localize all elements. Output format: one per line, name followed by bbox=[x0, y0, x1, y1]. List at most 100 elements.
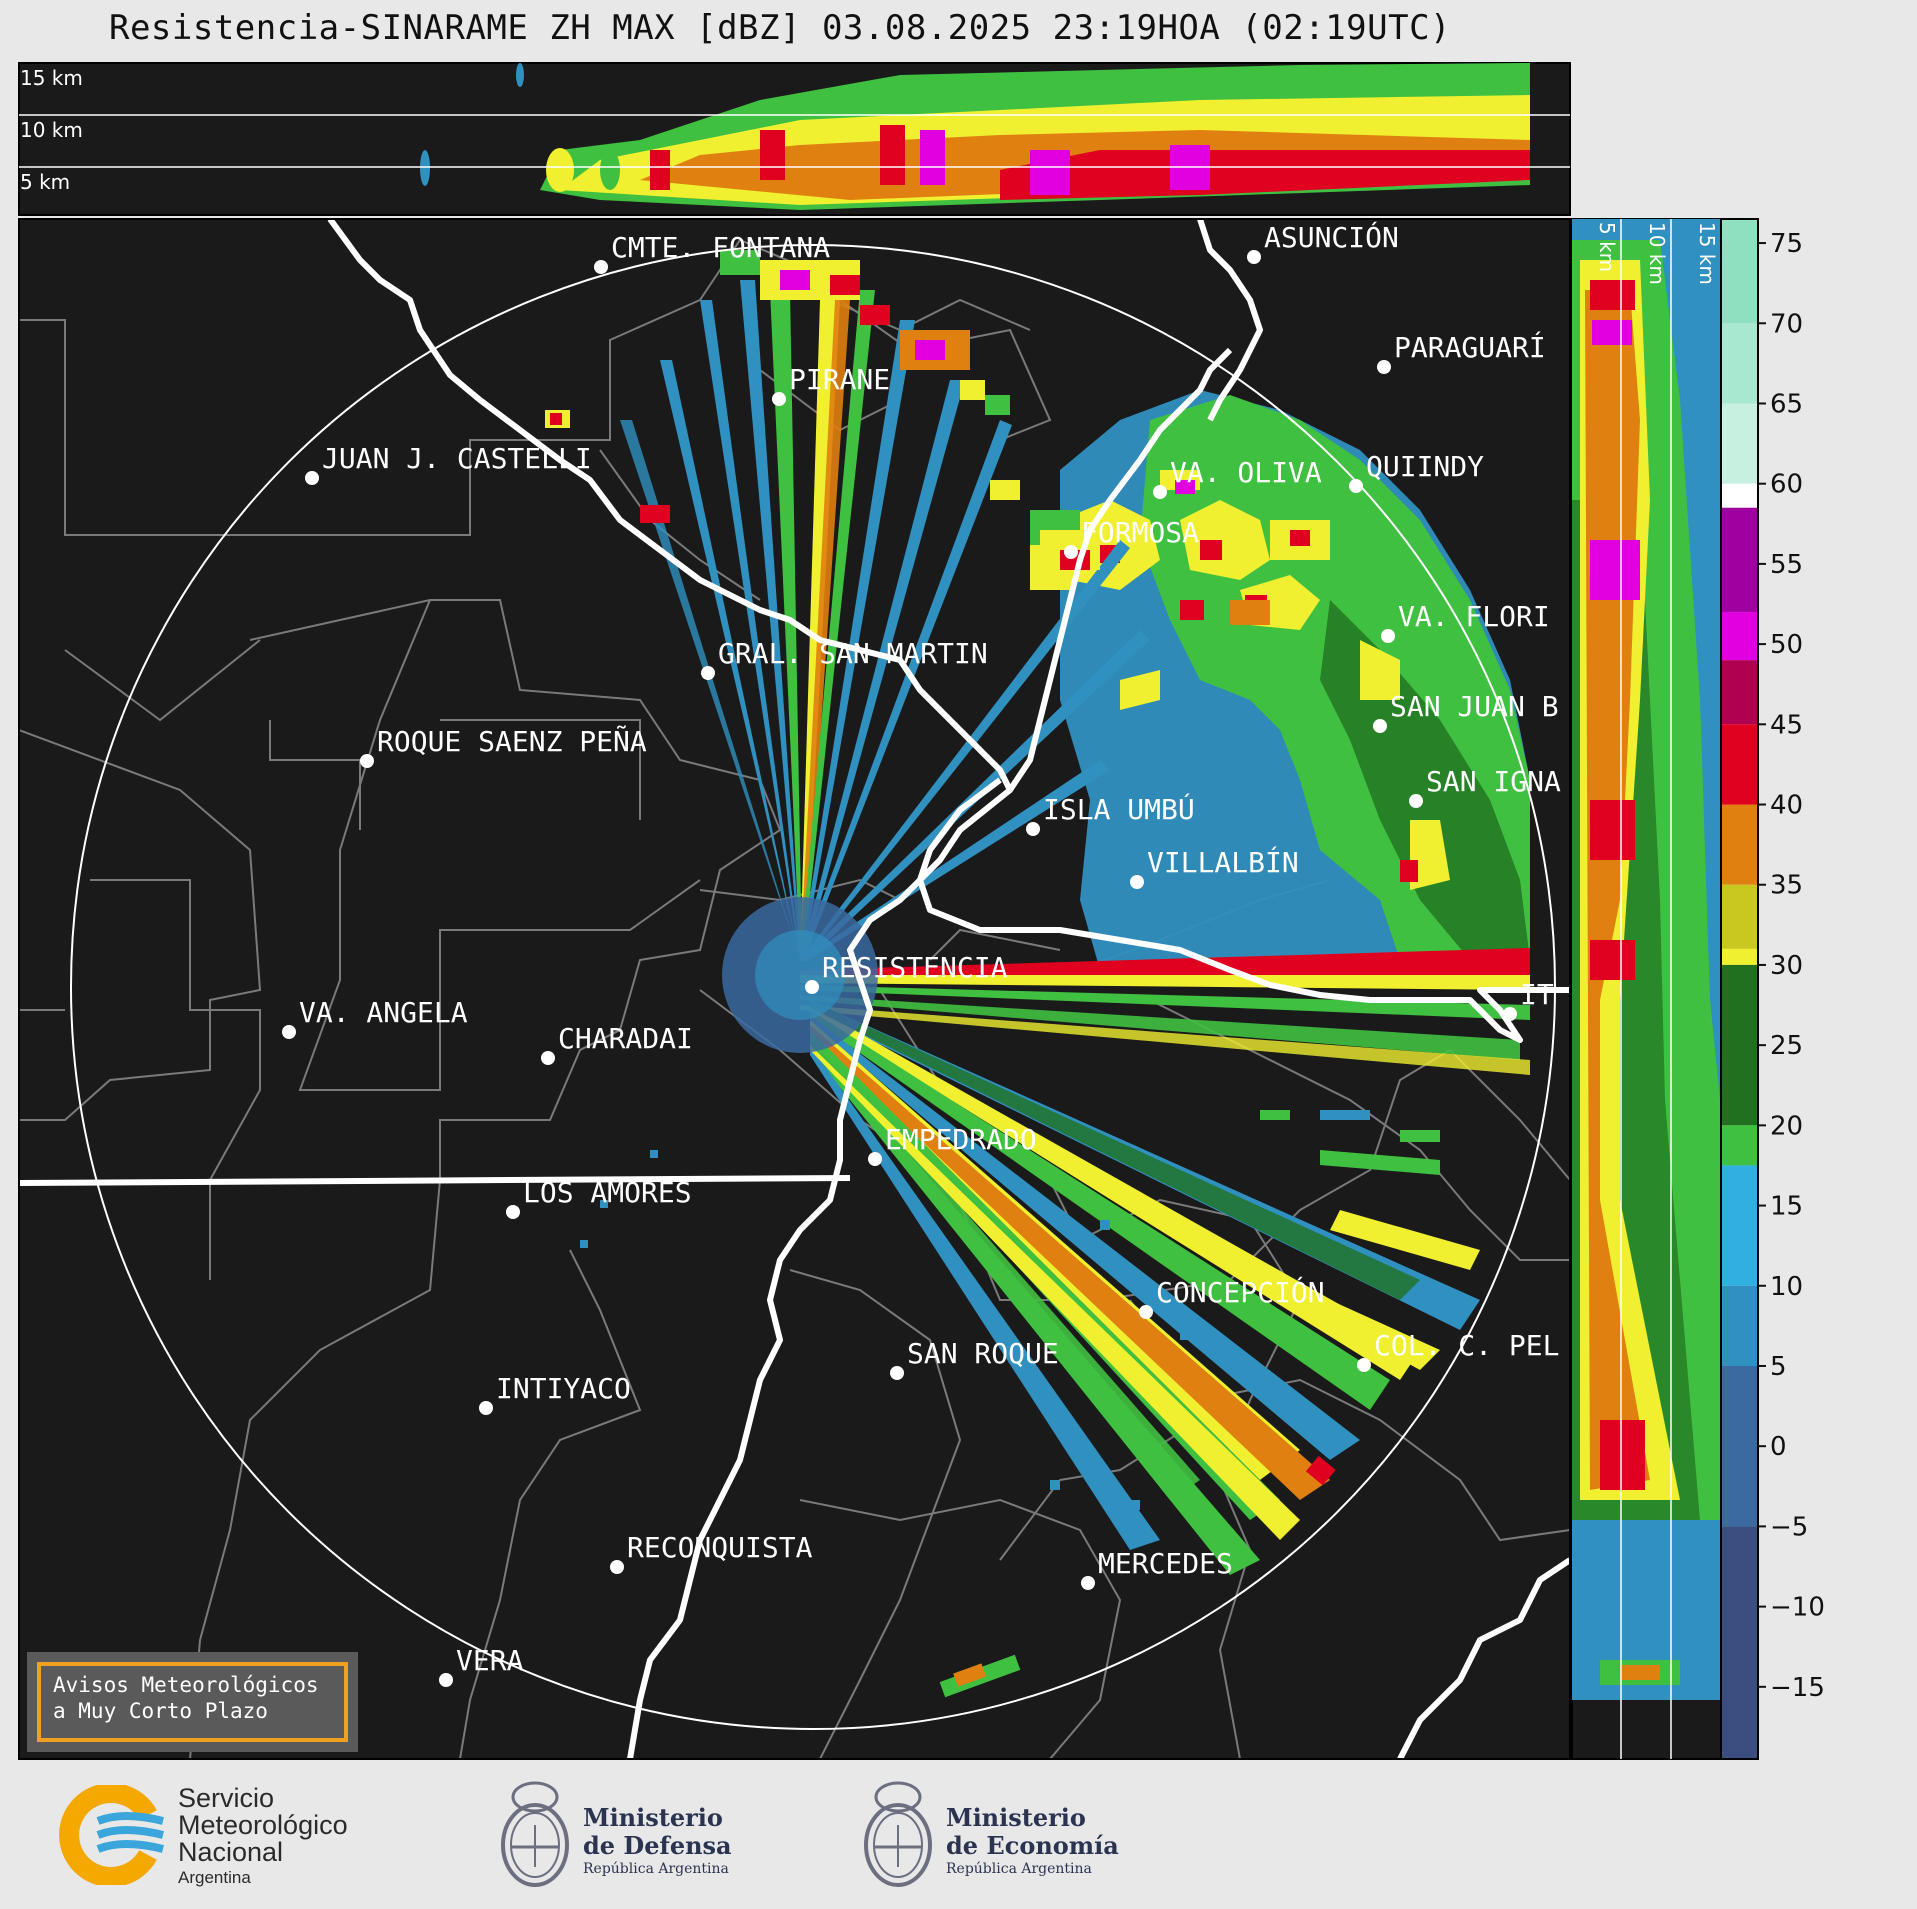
side-km-label-5: 5 km bbox=[1595, 222, 1619, 272]
colorbar-tick-label: 35 bbox=[1770, 871, 1803, 901]
side-km-label-10: 10 km bbox=[1645, 222, 1669, 285]
city-marker bbox=[805, 980, 819, 994]
side-km-label-15: 15 km bbox=[1695, 222, 1719, 285]
top-km-label-10: 10 km bbox=[20, 118, 83, 142]
city-label: VILLALBÍN bbox=[1147, 845, 1299, 879]
colorbar-tick-label: 65 bbox=[1770, 389, 1803, 419]
city-marker bbox=[701, 666, 715, 680]
city-villalbin: VILLALBÍN bbox=[1130, 845, 1299, 889]
city-marker bbox=[1064, 545, 1078, 559]
city-label: CONCEPCIÓN bbox=[1156, 1275, 1325, 1309]
smn-line1: Servicio bbox=[178, 1783, 275, 1813]
colorbar-band bbox=[1721, 403, 1758, 484]
city-los-amores: LOS AMORES bbox=[506, 1176, 692, 1219]
avisos-line2: a Muy Corto Plazo bbox=[53, 1699, 268, 1723]
city-label: ISLA UMBÚ bbox=[1043, 792, 1195, 826]
colorbar-tick-label: 55 bbox=[1770, 550, 1803, 580]
city-marker bbox=[439, 1673, 453, 1687]
city-label: IT bbox=[1520, 978, 1554, 1011]
colorbar-band bbox=[1721, 1285, 1758, 1366]
city-label: SAN IGNA bbox=[1426, 765, 1561, 798]
city-marker bbox=[1409, 794, 1423, 808]
city-label: VA. ANGELA bbox=[299, 996, 468, 1029]
city-label: QUIINDY bbox=[1366, 450, 1484, 483]
top-km-label-15: 15 km bbox=[20, 66, 83, 90]
colorbar-band bbox=[1721, 804, 1758, 885]
colorbar-tick-label: 60 bbox=[1770, 470, 1803, 500]
city-san-roque: SAN ROQUE bbox=[890, 1337, 1059, 1380]
range-ring bbox=[70, 244, 1556, 1730]
city-vera: VERA bbox=[439, 1644, 524, 1687]
smn-line3: Nacional bbox=[178, 1837, 284, 1867]
city-marker bbox=[282, 1025, 296, 1039]
top-cross-section-panel: 15 km 10 km 5 km bbox=[18, 62, 1571, 216]
north-cells bbox=[545, 250, 1330, 625]
city-marker bbox=[1139, 1305, 1153, 1319]
city-asuncion: ASUNCIÓN bbox=[1247, 220, 1399, 264]
rivers-borders bbox=[19, 219, 1570, 1759]
colorbar-band bbox=[1721, 483, 1758, 508]
colorbar-band bbox=[1721, 884, 1758, 949]
city-isla-umbu: ISLA UMBÚ bbox=[1026, 792, 1195, 836]
city-marker bbox=[1349, 479, 1363, 493]
city-san-igna: SAN IGNA bbox=[1409, 765, 1561, 808]
city-marker bbox=[360, 754, 374, 768]
colorbar-band bbox=[1721, 1365, 1758, 1527]
city-label: SAN JUAN B bbox=[1390, 690, 1559, 723]
colorbar-band bbox=[1721, 323, 1758, 404]
city-label: VERA bbox=[456, 1644, 524, 1677]
city-empedrado: EMPEDRADO bbox=[868, 1123, 1037, 1166]
city-charadai: CHARADAI bbox=[541, 1022, 693, 1065]
city-reconquista: RECONQUISTA bbox=[610, 1531, 813, 1574]
city-concepcion: CONCEPCIÓN bbox=[1139, 1275, 1325, 1319]
city-it: IT bbox=[1503, 978, 1554, 1021]
city-label: RECONQUISTA bbox=[627, 1531, 813, 1564]
city-label: FORMOSA bbox=[1081, 516, 1199, 549]
se-fan bbox=[810, 1000, 1480, 1575]
smn-logo-icon bbox=[59, 1785, 164, 1885]
colorbar-tick-label: 75 bbox=[1770, 229, 1803, 259]
economia-line3: República Argentina bbox=[946, 1861, 1092, 1877]
colorbar-band bbox=[1721, 948, 1758, 965]
side-echo-band bbox=[1572, 219, 1720, 1700]
city-marker bbox=[1026, 822, 1040, 836]
colorbar-band bbox=[1721, 964, 1758, 1126]
city-marker bbox=[594, 260, 608, 274]
city-resistencia: RESISTENCIA bbox=[805, 951, 1008, 994]
city-marker bbox=[1377, 360, 1391, 374]
city-label: CMTE. FONTANA bbox=[611, 231, 830, 264]
coat-of-arms-icon bbox=[864, 1781, 932, 1887]
city-marker bbox=[305, 471, 319, 485]
defensa-logo: Ministerio de Defensa República Argentin… bbox=[495, 1775, 755, 1895]
city-marker bbox=[1153, 485, 1167, 499]
coat-of-arms-icon bbox=[501, 1781, 569, 1887]
city-marker bbox=[772, 392, 786, 406]
smn-line2: Meteorológico bbox=[178, 1810, 348, 1840]
side-cross-section-panel: 5 km 10 km 15 km bbox=[1571, 218, 1722, 1760]
city-roque-saenz-pena: ROQUE SAENZ PEÑA bbox=[360, 724, 647, 768]
city-label: VA. OLIVA bbox=[1170, 456, 1322, 489]
economia-line1: Ministerio bbox=[946, 1803, 1086, 1832]
top-km-label-5: 5 km bbox=[20, 170, 70, 194]
city-va-oliva: VA. OLIVA bbox=[1153, 456, 1322, 499]
city-label: JUAN J. CASTELLI bbox=[322, 442, 592, 475]
colorbar-tick-label: 0 bbox=[1770, 1432, 1787, 1462]
city-marker bbox=[506, 1205, 520, 1219]
colorbar-tick-label: −5 bbox=[1770, 1512, 1808, 1542]
colorbar-tick-label: 15 bbox=[1770, 1192, 1803, 1222]
avisos-badge[interactable]: Avisos Meteorológicos a Muy Corto Plazo bbox=[27, 1652, 358, 1752]
city-marker bbox=[541, 1051, 555, 1065]
city-label: ASUNCIÓN bbox=[1264, 220, 1399, 254]
colorbar-color-stops bbox=[1721, 219, 1758, 1759]
city-marker bbox=[1130, 875, 1144, 889]
colorbar-band bbox=[1721, 724, 1758, 805]
city-label: CHARADAI bbox=[558, 1022, 693, 1055]
cities-layer: CMTE. FONTANA ASUNCIÓN PARAGUARÍ PIRANE JUAN… bbox=[282, 220, 1561, 1687]
colorbar-tick-label: 45 bbox=[1770, 710, 1803, 740]
city-label: COL. C. PEL bbox=[1374, 1329, 1559, 1362]
avisos-line1: Avisos Meteorológicos bbox=[53, 1673, 319, 1697]
city-va-angela: VA. ANGELA bbox=[282, 996, 468, 1039]
city-label: PARAGUARÍ bbox=[1394, 330, 1546, 364]
